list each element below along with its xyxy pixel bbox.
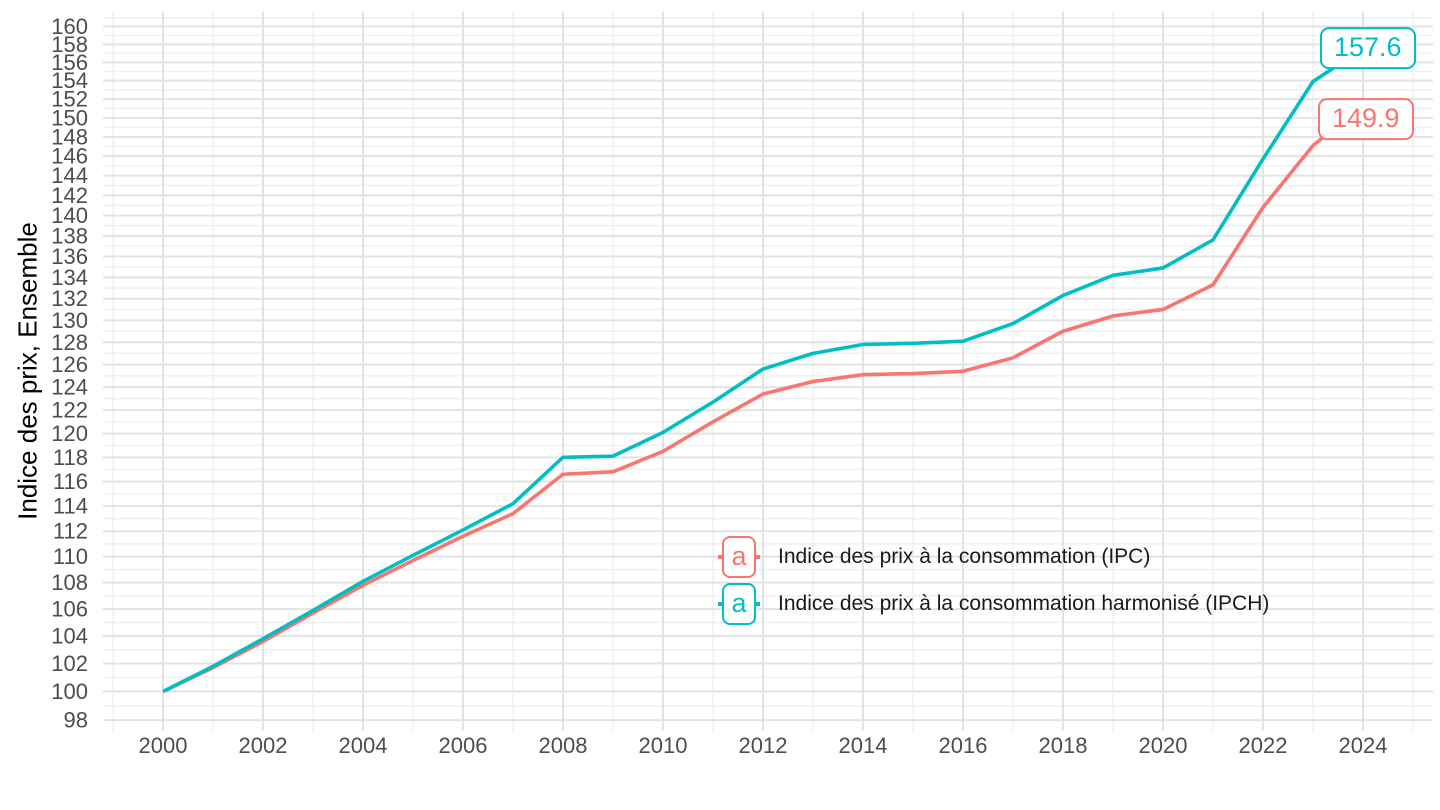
x-axis-tick-label: 2002 — [239, 733, 288, 758]
x-axis-tick-label: 2008 — [539, 733, 588, 758]
y-axis-tick-label: 160 — [51, 14, 88, 39]
x-axis-tick-label: 2004 — [339, 733, 388, 758]
y-axis-tick-label: 114 — [53, 494, 88, 519]
legend: a Indice des prix à la consommation (IPC… — [718, 533, 1269, 627]
legend-key-glyph: a — [731, 588, 747, 618]
y-axis-tick-label: 152 — [51, 87, 88, 112]
x-axis-tick-label: 2020 — [1139, 733, 1188, 758]
y-axis-tick-label: 100 — [51, 679, 88, 704]
end-label-ipch: 157.6 — [1320, 27, 1416, 69]
y-axis-tick-label: 106 — [51, 597, 88, 622]
legend-key-ipc: a — [718, 535, 760, 579]
y-axis-tick-label: 146 — [51, 144, 88, 169]
y-axis-tick-label: 130 — [51, 308, 88, 333]
legend-key-box-icon: a — [722, 582, 756, 625]
series-line-ipch — [162, 63, 1339, 694]
y-axis-tick-label: 134 — [51, 265, 88, 290]
x-axis-tick-label: 2012 — [739, 733, 788, 758]
legend-label-ipc: Indice des prix à la consommation (IPC) — [778, 544, 1151, 568]
y-axis-tick-label: 122 — [51, 398, 88, 423]
y-axis-tick-label: 116 — [53, 469, 88, 494]
y-axis-tick-label: 126 — [51, 352, 88, 377]
y-axis-tick-label: 154 — [51, 68, 88, 93]
y-axis-tick-label: 140 — [51, 203, 88, 228]
x-axis-tick-label: 2016 — [939, 733, 988, 758]
series-line-ipc — [162, 129, 1333, 694]
y-axis-tick-label: 156 — [51, 50, 88, 75]
y-axis-tick-label: 128 — [51, 330, 88, 355]
y-axis-tick-label: 118 — [53, 445, 88, 470]
x-axis-tick-label: 2006 — [439, 733, 488, 758]
y-axis-tick-label: 108 — [51, 570, 88, 595]
legend-key-glyph: a — [731, 541, 747, 571]
x-axis-tick-label: 2010 — [639, 733, 688, 758]
y-axis-tick-label: 110 — [53, 544, 88, 569]
end-label-ipc: 149.9 — [1318, 97, 1414, 140]
end-label-ipc-value: 149.9 — [1332, 102, 1400, 133]
end-label-ipch-value: 157.6 — [1334, 32, 1402, 63]
y-axis-tick-label: 142 — [51, 183, 88, 208]
y-axis-tick-label: 124 — [51, 375, 88, 400]
x-axis-tick-label: 2000 — [139, 733, 188, 758]
legend-key-ipch: a — [718, 582, 760, 626]
legend-item-ipc: a Indice des prix à la consommation (IPC… — [718, 533, 1269, 580]
x-axis-tick-label: 2014 — [839, 733, 888, 758]
legend-label-ipch: Indice des prix à la consommation harmon… — [778, 591, 1270, 615]
y-axis-tick-label: 132 — [51, 286, 88, 311]
y-axis-title: Indice des prix, Ensemble — [12, 222, 43, 520]
y-axis-tick-label: 112 — [53, 519, 88, 544]
legend-key-box-icon: a — [722, 535, 756, 578]
legend-item-ipch: a Indice des prix à la consommation harm… — [718, 580, 1269, 627]
y-axis-tick-label: 158 — [51, 32, 88, 57]
y-axis-tick-label: 138 — [51, 223, 88, 248]
y-axis-tick-label: 136 — [51, 244, 88, 269]
y-axis-tick-label: 104 — [51, 624, 88, 649]
x-axis-tick-label: 2018 — [1039, 733, 1088, 758]
y-axis-tick-label: 120 — [51, 421, 88, 446]
y-axis-tick-label: 150 — [51, 105, 88, 130]
x-axis-tick-label: 2022 — [1239, 733, 1288, 758]
x-axis-tick-label: 2024 — [1339, 733, 1388, 758]
y-axis-tick-label: 144 — [51, 163, 88, 188]
y-axis-tick-label: 98 — [64, 708, 88, 733]
y-axis-tick-label: 102 — [51, 651, 88, 676]
y-axis-tick-label: 148 — [51, 124, 88, 149]
